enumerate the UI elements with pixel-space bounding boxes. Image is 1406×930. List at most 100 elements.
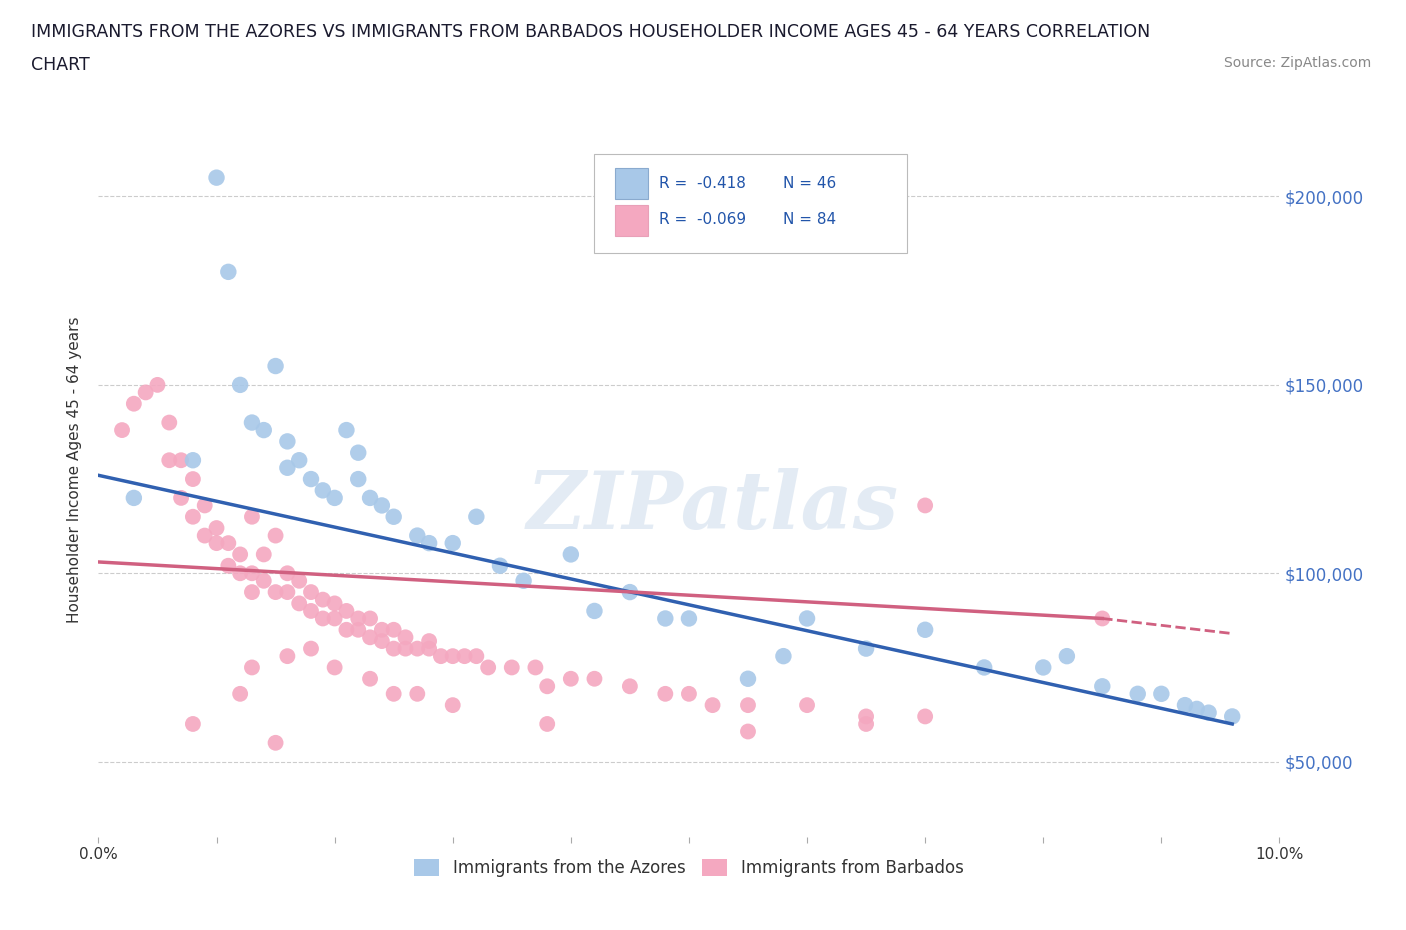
Point: [253, 547, 276, 562]
Point: [276, 649, 298, 664]
Point: [1150, 686, 1173, 701]
Point: [170, 490, 193, 505]
Point: [465, 510, 488, 525]
Point: [524, 660, 547, 675]
Point: [229, 547, 252, 562]
Point: [359, 611, 381, 626]
Point: [441, 649, 464, 664]
Point: [583, 604, 606, 618]
Point: [560, 547, 582, 562]
Point: [157, 415, 180, 430]
Point: [1185, 701, 1208, 716]
Point: [181, 472, 204, 486]
Text: ZIPatlas: ZIPatlas: [526, 468, 898, 545]
Point: [288, 596, 311, 611]
Point: [1220, 709, 1243, 724]
Point: [453, 649, 475, 664]
Point: [465, 649, 488, 664]
Point: [299, 472, 322, 486]
Point: [702, 698, 724, 712]
Point: [796, 698, 818, 712]
Point: [229, 686, 252, 701]
Point: [678, 686, 700, 701]
FancyBboxPatch shape: [614, 206, 648, 236]
Point: [181, 510, 204, 525]
Point: [276, 585, 298, 600]
Text: CHART: CHART: [31, 56, 90, 73]
Point: [253, 422, 276, 437]
Point: [914, 622, 936, 637]
FancyBboxPatch shape: [614, 168, 648, 199]
Point: [772, 649, 794, 664]
Point: [418, 536, 440, 551]
Point: [855, 716, 877, 731]
Point: [240, 415, 263, 430]
Point: [323, 490, 346, 505]
Point: [264, 359, 287, 374]
Point: [678, 611, 700, 626]
Point: [737, 671, 759, 686]
Point: [654, 611, 676, 626]
Point: [264, 585, 287, 600]
Point: [205, 170, 228, 185]
Text: N = 46: N = 46: [783, 176, 837, 191]
Point: [371, 633, 394, 648]
Point: [382, 686, 405, 701]
Text: R =  -0.418: R = -0.418: [659, 176, 747, 191]
Point: [359, 630, 381, 644]
Point: [347, 472, 370, 486]
Point: [489, 558, 512, 573]
Point: [253, 574, 276, 589]
Point: [441, 698, 464, 712]
FancyBboxPatch shape: [595, 153, 907, 253]
Point: [240, 585, 263, 600]
Point: [1032, 660, 1054, 675]
Point: [371, 622, 394, 637]
Point: [855, 641, 877, 656]
Point: [229, 378, 252, 392]
Point: [359, 490, 381, 505]
Point: [382, 510, 405, 525]
Point: [855, 709, 877, 724]
Point: [312, 611, 335, 626]
Point: [359, 671, 381, 686]
Point: [619, 585, 641, 600]
Point: [654, 686, 676, 701]
Point: [335, 422, 357, 437]
Point: [288, 453, 311, 468]
Point: [1174, 698, 1197, 712]
Text: N = 84: N = 84: [783, 212, 837, 227]
Point: [1126, 686, 1149, 701]
Point: [973, 660, 995, 675]
Point: [583, 671, 606, 686]
Point: [299, 604, 322, 618]
Point: [347, 611, 370, 626]
Point: [796, 611, 818, 626]
Point: [181, 716, 204, 731]
Point: [335, 622, 357, 637]
Point: [430, 649, 453, 664]
Point: [276, 565, 298, 580]
Point: [394, 641, 416, 656]
Y-axis label: Householder Income Ages 45 - 64 years: Householder Income Ages 45 - 64 years: [67, 316, 83, 623]
Point: [323, 660, 346, 675]
Point: [382, 622, 405, 637]
Point: [371, 498, 394, 512]
Point: [737, 698, 759, 712]
Point: [323, 596, 346, 611]
Point: [111, 422, 134, 437]
Point: [135, 385, 157, 400]
Point: [217, 558, 239, 573]
Point: [299, 585, 322, 600]
Point: [347, 445, 370, 460]
Point: [194, 498, 217, 512]
Point: [560, 671, 582, 686]
Point: [619, 679, 641, 694]
Point: [536, 679, 558, 694]
Point: [122, 490, 145, 505]
Point: [240, 565, 263, 580]
Point: [418, 633, 440, 648]
Point: [914, 498, 936, 512]
Point: [418, 641, 440, 656]
Point: [406, 528, 429, 543]
